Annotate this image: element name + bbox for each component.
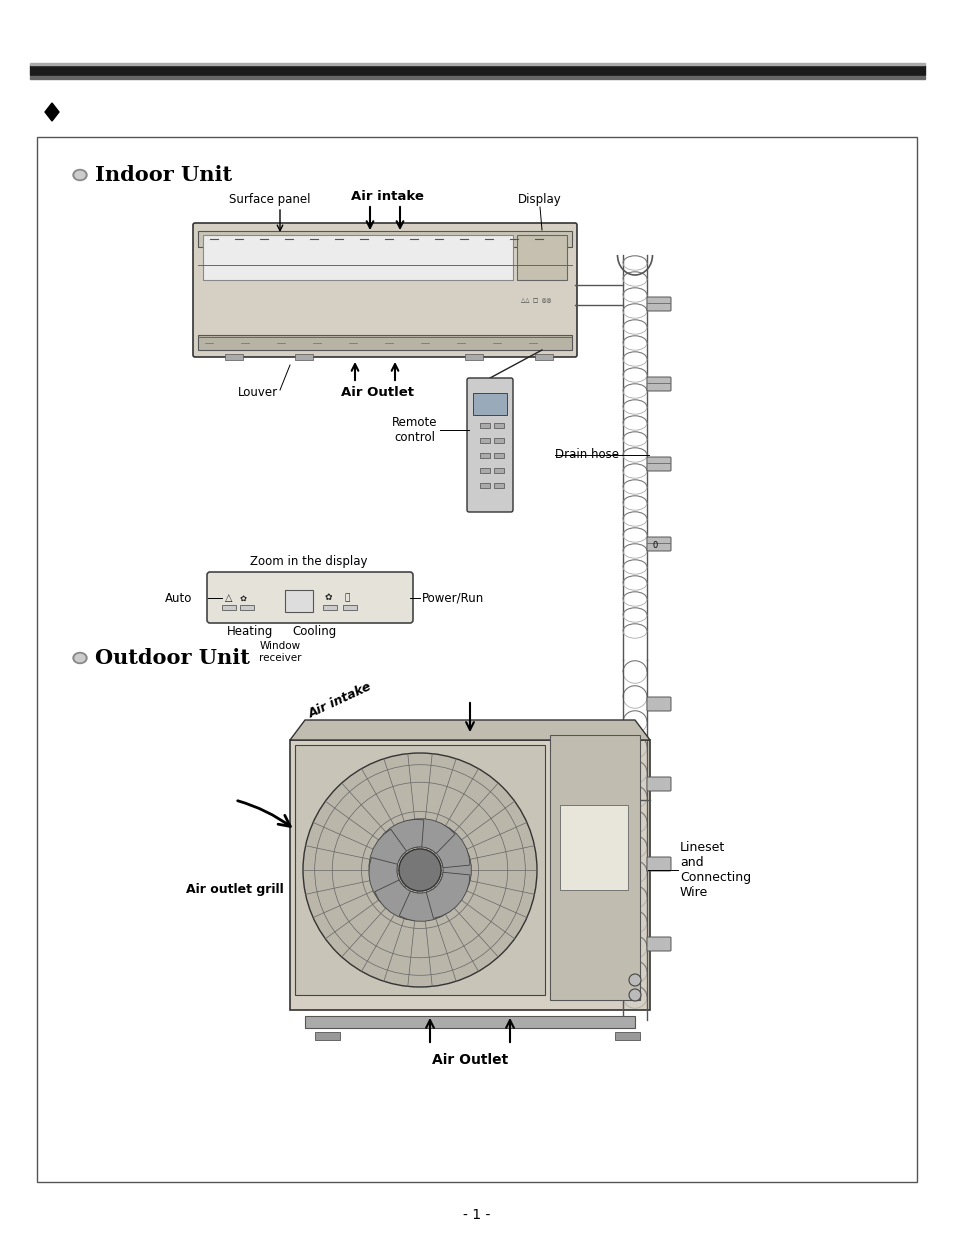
Bar [294, 745, 544, 995]
Bar [198, 231, 572, 247]
Bar [479, 483, 490, 488]
Polygon shape [45, 103, 59, 121]
Polygon shape [290, 740, 649, 1010]
Text: - 1 -: - 1 - [463, 1208, 490, 1221]
Bar [473, 393, 506, 415]
Polygon shape [426, 821, 470, 868]
Text: △: △ [225, 593, 233, 603]
Bar [550, 735, 639, 1000]
Text: Surface panel: Surface panel [229, 194, 311, 206]
Text: Remote
control: Remote control [392, 416, 437, 445]
FancyBboxPatch shape [467, 378, 513, 513]
Text: Air Outlet: Air Outlet [432, 1053, 508, 1067]
Text: Power/Run: Power/Run [421, 592, 484, 604]
Bar [240, 605, 253, 610]
Text: Indoor Unit: Indoor Unit [95, 165, 232, 185]
Text: Zoom in the display: Zoom in the display [250, 556, 367, 568]
Bar [198, 335, 572, 350]
Text: Display: Display [517, 194, 561, 206]
Bar [479, 438, 490, 443]
Bar [494, 483, 503, 488]
Bar [479, 453, 490, 458]
Bar [479, 424, 490, 429]
Text: Auto: Auto [165, 592, 192, 604]
Bar [222, 605, 235, 610]
Polygon shape [375, 819, 423, 860]
FancyBboxPatch shape [646, 777, 670, 790]
Text: Cooling: Cooling [293, 625, 336, 638]
Text: Air intake: Air intake [306, 679, 374, 720]
FancyBboxPatch shape [646, 457, 670, 471]
Polygon shape [369, 829, 406, 883]
Ellipse shape [75, 655, 85, 662]
Polygon shape [290, 720, 649, 740]
Bar [535, 354, 553, 359]
Text: Window
receiver: Window receiver [258, 641, 301, 663]
Bar [343, 605, 356, 610]
Circle shape [628, 974, 640, 986]
Bar [30, 63, 924, 65]
Text: ✿: ✿ [325, 594, 333, 603]
Bar [615, 1032, 639, 1040]
Ellipse shape [73, 169, 87, 180]
Text: Lineset
and
Connecting
Wire: Lineset and Connecting Wire [679, 841, 750, 899]
Bar [494, 468, 503, 473]
Bar [30, 65, 924, 75]
Bar [203, 235, 513, 280]
Polygon shape [369, 857, 406, 911]
Circle shape [303, 753, 537, 987]
Text: Heating: Heating [227, 625, 273, 638]
FancyBboxPatch shape [646, 697, 670, 711]
Bar [37, 137, 916, 1182]
Bar [494, 438, 503, 443]
Text: Air outlet grill: Air outlet grill [186, 883, 284, 897]
Bar [494, 424, 503, 429]
Text: 0: 0 [652, 541, 658, 550]
Bar [479, 468, 490, 473]
Bar [559, 805, 627, 890]
FancyBboxPatch shape [207, 572, 413, 622]
Polygon shape [438, 841, 471, 898]
Bar [314, 1032, 339, 1040]
Bar [225, 354, 243, 359]
FancyBboxPatch shape [646, 857, 670, 871]
Text: Drain hose: Drain hose [555, 448, 618, 462]
Polygon shape [426, 872, 470, 919]
FancyBboxPatch shape [193, 224, 577, 357]
Ellipse shape [75, 172, 85, 179]
Text: Air intake: Air intake [350, 189, 423, 203]
Text: Outdoor Unit: Outdoor Unit [95, 648, 250, 668]
Text: Air Outlet: Air Outlet [341, 387, 414, 399]
Text: ⏻: ⏻ [345, 594, 350, 603]
Circle shape [398, 848, 440, 892]
FancyBboxPatch shape [646, 296, 670, 311]
Circle shape [628, 989, 640, 1002]
Text: Louver: Louver [237, 387, 277, 399]
Polygon shape [399, 819, 455, 853]
Bar [323, 605, 336, 610]
Bar [294, 354, 313, 359]
Ellipse shape [73, 652, 87, 663]
Polygon shape [375, 881, 423, 920]
FancyBboxPatch shape [646, 377, 670, 391]
Bar [30, 77, 924, 79]
Bar [517, 235, 566, 280]
Polygon shape [399, 887, 455, 921]
Text: ✿: ✿ [240, 594, 247, 603]
FancyBboxPatch shape [646, 937, 670, 951]
Bar [285, 590, 313, 613]
Bar [464, 354, 482, 359]
Bar [305, 1016, 635, 1028]
Text: △△  □  ◎◎: △△ □ ◎◎ [520, 298, 551, 303]
Bar [494, 453, 503, 458]
FancyBboxPatch shape [646, 537, 670, 551]
